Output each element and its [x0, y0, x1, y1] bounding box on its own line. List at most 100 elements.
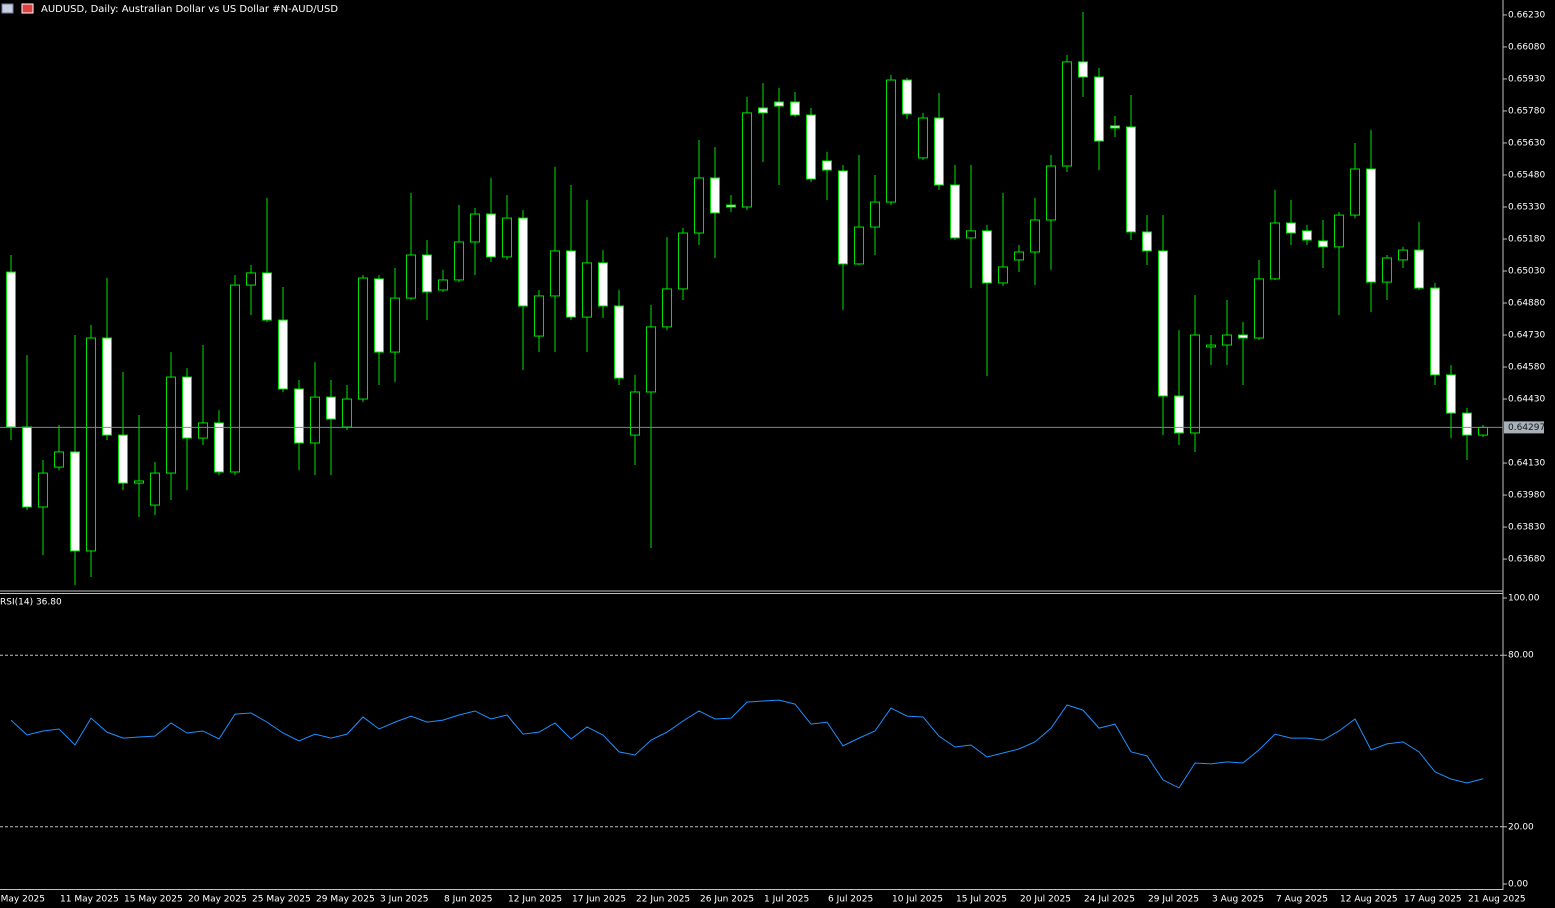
candle-body: [1350, 168, 1360, 216]
candle-body: [710, 177, 720, 214]
candle-body: [54, 451, 64, 468]
y-tick-label: 0.00: [1508, 880, 1528, 890]
indicator-title: RSI(14) 36.80: [0, 598, 62, 608]
y-tick-label: 20.00: [1508, 822, 1534, 832]
y-tick-label: 0.65930: [1508, 74, 1545, 84]
x-tick-label: 1 Jul 2025: [764, 895, 809, 905]
x-tick-label: 26 Jun 2025: [700, 895, 754, 905]
y-tick-label: 0.64580: [1508, 363, 1545, 373]
candle-body: [1430, 287, 1440, 376]
candle-body: [982, 230, 992, 284]
candle-body: [486, 213, 496, 258]
candle-body: [230, 284, 240, 473]
y-tick-label: 0.64730: [1508, 331, 1545, 341]
candle-body: [1270, 222, 1280, 280]
candle-body: [150, 472, 160, 506]
candle-body: [1158, 250, 1168, 397]
candle-body: [1382, 257, 1392, 283]
x-tick-label: 7 Aug 2025: [1276, 895, 1328, 905]
x-tick-label: 20 Jul 2025: [1020, 895, 1071, 905]
candle-body: [310, 396, 320, 444]
candle-body: [262, 272, 272, 321]
candle-body: [998, 266, 1008, 284]
candle-body: [1302, 230, 1312, 241]
candle-body: [22, 426, 32, 508]
x-tick-label: 3 Jun 2025: [380, 895, 428, 905]
candle-body: [598, 262, 608, 307]
candle-body: [1414, 249, 1424, 289]
candle-body: [502, 217, 512, 258]
y-tick-label: 0.63830: [1508, 523, 1545, 533]
x-tick-label: 8 Jun 2025: [444, 895, 492, 905]
candle-body: [6, 271, 16, 428]
candle-body: [1286, 222, 1296, 234]
candle-body: [1014, 251, 1024, 261]
candle-body: [1254, 278, 1264, 339]
x-tick-label: 22 Jun 2025: [636, 895, 690, 905]
candle-body: [902, 79, 912, 115]
candle-body: [790, 101, 800, 116]
x-tick-label: 15 May 2025: [124, 895, 183, 905]
y-tick-label: 0.63680: [1508, 555, 1545, 565]
candle-body: [118, 434, 128, 484]
candle-body: [1318, 240, 1328, 248]
candle-body: [38, 472, 48, 508]
y-tick-label: 80.00: [1508, 651, 1534, 661]
icon: [1, 3, 14, 14]
candle-body: [886, 79, 896, 203]
candle-body: [1174, 395, 1184, 434]
candle-body: [646, 326, 656, 393]
y-tick-label: 0.64880: [1508, 299, 1545, 309]
candle-body: [566, 250, 576, 318]
candle-body: [966, 230, 976, 239]
candle-body: [678, 232, 688, 290]
candle-body: [918, 117, 928, 159]
y-tick-label: 0.66080: [1508, 42, 1545, 52]
x-tick-label: 6 Jul 2025: [828, 895, 873, 905]
candle-body: [1126, 126, 1136, 233]
candle-body: [726, 204, 736, 208]
y-tick-label: 0.65780: [1508, 106, 1545, 116]
candle-body: [950, 184, 960, 239]
candle-body: [198, 422, 208, 439]
x-tick-label: 17 Jun 2025: [572, 895, 626, 905]
candle-body: [662, 288, 672, 328]
x-tick-label: 12 Jun 2025: [508, 895, 562, 905]
candle-body: [838, 170, 848, 265]
candle-body: [694, 177, 704, 234]
x-tick-label: 11 May 2025: [60, 895, 119, 905]
rsi-line: [10, 699, 1484, 789]
candle-body: [1110, 125, 1120, 129]
candle-body: [1030, 219, 1040, 253]
candle-body: [1222, 334, 1232, 346]
candle-body: [454, 241, 464, 281]
icon: [21, 3, 34, 14]
candle-body: [742, 112, 752, 208]
candle-body: [470, 213, 480, 243]
y-tick-label: 0.66230: [1508, 10, 1545, 20]
candle-body: [246, 272, 256, 286]
candle-body: [934, 117, 944, 186]
candle-body: [550, 250, 560, 297]
candle-body: [1398, 249, 1408, 261]
candle-body: [582, 262, 592, 318]
y-tick-label: 0.65480: [1508, 170, 1545, 180]
chart-title: AUDUSD, Daily: Australian Dollar vs US D…: [41, 4, 338, 15]
candle-body: [1366, 168, 1376, 283]
candle-body: [534, 295, 544, 337]
candle-body: [1478, 426, 1488, 436]
y-tick-label: 0.65630: [1508, 138, 1545, 148]
candle-body: [70, 451, 80, 552]
candle-body: [1238, 334, 1248, 339]
y-tick-label: 0.65030: [1508, 266, 1545, 276]
candle-body: [102, 337, 112, 436]
y-tick-label: 100.00: [1508, 594, 1540, 604]
x-tick-label: 21 Aug 2025: [1468, 895, 1526, 905]
candle-body: [294, 388, 304, 444]
candle-body: [854, 226, 864, 265]
candle-body: [182, 376, 192, 439]
candle-body: [134, 480, 144, 484]
x-tick-label: 29 Jul 2025: [1148, 895, 1199, 905]
